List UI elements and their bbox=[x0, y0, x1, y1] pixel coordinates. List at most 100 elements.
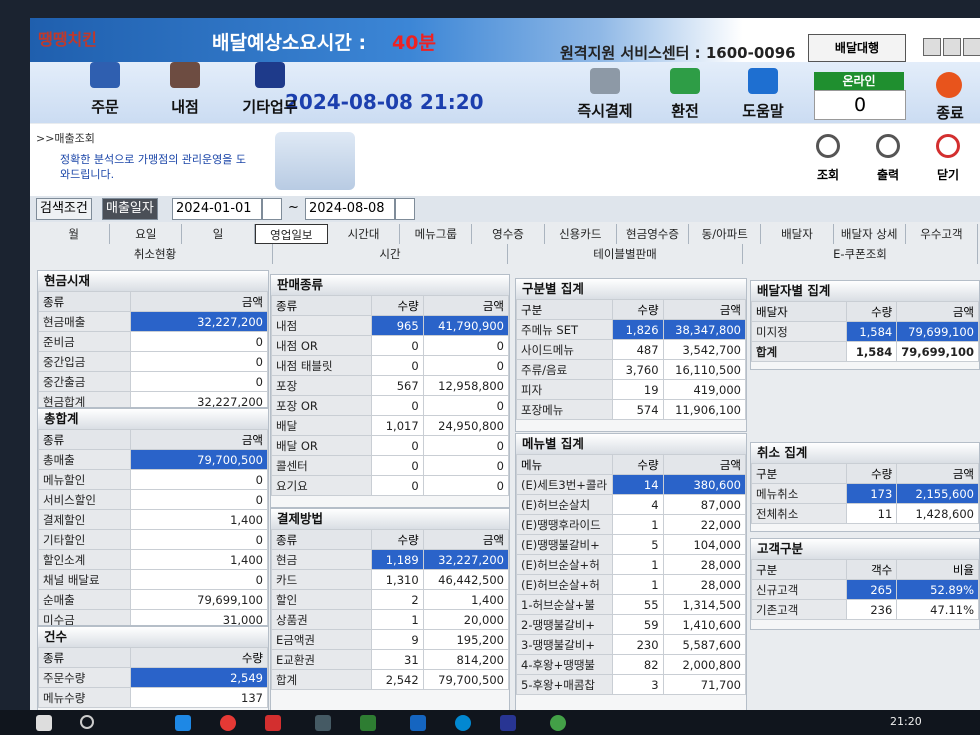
maximize-button[interactable] bbox=[943, 38, 961, 56]
table-row[interactable]: 포장 567 12,958,800 bbox=[271, 375, 509, 396]
table-row[interactable]: 중간출금 0 bbox=[38, 371, 268, 392]
action-button[interactable]: 출력 bbox=[860, 132, 916, 188]
app-blue[interactable] bbox=[410, 715, 426, 731]
table-row[interactable]: 미지정 1,584 79,699,100 bbox=[751, 321, 979, 342]
nav-button[interactable]: 즉시결제 bbox=[560, 66, 650, 122]
table-row[interactable]: 순매출 79,699,100 bbox=[38, 589, 268, 610]
minimize-button[interactable] bbox=[923, 38, 941, 56]
table-row[interactable]: 중간입금 0 bbox=[38, 351, 268, 372]
tab[interactable]: E-쿠폰조회 bbox=[743, 244, 978, 264]
tab[interactable]: 취소현황 bbox=[38, 244, 273, 264]
search-button[interactable] bbox=[80, 715, 94, 729]
tab[interactable]: 신용카드 bbox=[545, 224, 617, 244]
table-row[interactable]: 기존고객 236 47.11% bbox=[751, 599, 979, 620]
tab[interactable]: 일 bbox=[182, 224, 255, 244]
app-globe[interactable] bbox=[455, 715, 471, 731]
app-edge[interactable] bbox=[175, 715, 191, 731]
table-row[interactable]: 콜센터 0 0 bbox=[271, 455, 509, 476]
table-row[interactable]: 내점 OR 0 0 bbox=[271, 335, 509, 356]
table-row[interactable]: 주메뉴 SET 1,826 38,347,800 bbox=[516, 319, 746, 340]
table-row[interactable]: 미수금 31,000 bbox=[38, 609, 268, 625]
table-row[interactable]: 4-후왕+땡땡불 82 2,000,800 bbox=[516, 654, 746, 675]
tab[interactable]: 영업일보 bbox=[254, 224, 328, 244]
table-row[interactable]: 카드 1,310 46,442,500 bbox=[271, 569, 509, 590]
table-row[interactable]: 현금 1,189 32,227,200 bbox=[271, 549, 509, 570]
table-row[interactable]: 사이드메뉴 487 3,542,700 bbox=[516, 339, 746, 360]
action-button[interactable]: 조회 bbox=[800, 132, 856, 188]
tab[interactable]: 메뉴그룹 bbox=[400, 224, 473, 244]
table-row[interactable]: (E)세트3번+콜라 14 380,600 bbox=[516, 474, 746, 495]
app-chrome[interactable] bbox=[220, 715, 236, 731]
tab[interactable]: 우수고객 bbox=[906, 224, 979, 244]
app-chat[interactable] bbox=[550, 715, 566, 731]
table-row[interactable]: E금액권 9 195,200 bbox=[271, 629, 509, 650]
table-row[interactable]: 메뉴수량 137 bbox=[38, 687, 268, 708]
table-row[interactable]: 기타할인 0 bbox=[38, 529, 268, 550]
table-row[interactable]: 상품권 1 20,000 bbox=[271, 609, 509, 630]
table-row[interactable]: (E)허브순살치 4 87,000 bbox=[516, 494, 746, 515]
table-row[interactable]: E교환권 31 814,200 bbox=[271, 649, 509, 670]
table-row[interactable]: 현금매출 32,227,200 bbox=[38, 311, 268, 332]
table-row[interactable]: 내점 태블릿 0 0 bbox=[271, 355, 509, 376]
tab[interactable]: 현금영수증 bbox=[617, 224, 690, 244]
nav-button[interactable]: 기타업무 bbox=[225, 60, 315, 120]
tab[interactable]: 시간 bbox=[273, 244, 508, 264]
table-row[interactable]: 요기요 0 0 bbox=[271, 475, 509, 496]
table-row[interactable]: 3-땡땡불갈비+ 230 5,587,600 bbox=[516, 634, 746, 655]
table-row[interactable]: 배달 1,017 24,950,800 bbox=[271, 415, 509, 436]
table-row[interactable]: 합계 2,542 79,700,500 bbox=[271, 669, 509, 690]
nav-button[interactable]: 주문 bbox=[60, 60, 150, 120]
table-row[interactable]: 결제할인 1,400 bbox=[38, 509, 268, 530]
tab[interactable]: 배달자 상세 bbox=[834, 224, 906, 244]
app-pos[interactable] bbox=[265, 715, 281, 731]
table-row[interactable]: 전체취소 11 1,428,600 bbox=[751, 503, 979, 524]
nav-button[interactable]: 내점 bbox=[140, 60, 230, 120]
table-row[interactable]: 신규고객 265 52.89% bbox=[751, 579, 979, 600]
table-row[interactable]: (E)땡땡후라이드 1 22,000 bbox=[516, 514, 746, 535]
table-row[interactable]: 할인 2 1,400 bbox=[271, 589, 509, 610]
close-button[interactable] bbox=[963, 38, 980, 56]
tab[interactable]: 배달자 bbox=[761, 224, 834, 244]
table-row[interactable]: 준비금 0 bbox=[38, 331, 268, 352]
table-row[interactable]: 합계 1,584 79,699,100 bbox=[751, 341, 979, 362]
app-explorer[interactable] bbox=[315, 715, 331, 731]
table-row[interactable]: (E)땡땡불갈비+ 5 104,000 bbox=[516, 534, 746, 555]
date-to-picker[interactable] bbox=[395, 198, 415, 220]
table-row[interactable]: 배달 OR 0 0 bbox=[271, 435, 509, 456]
table-row[interactable]: 주류/음료 3,760 16,110,500 bbox=[516, 359, 746, 380]
table-row[interactable]: 채널 배달료 0 bbox=[38, 569, 268, 590]
exit-button[interactable]: 종료 bbox=[920, 72, 980, 122]
tab[interactable]: 동/아파트 bbox=[689, 224, 762, 244]
tab[interactable]: 월 bbox=[38, 224, 111, 244]
date-from-picker[interactable] bbox=[262, 198, 282, 220]
tab[interactable]: 영수증 bbox=[472, 224, 545, 244]
action-button[interactable]: 닫기 bbox=[920, 132, 976, 188]
tab[interactable]: 시간대 bbox=[328, 224, 401, 244]
tab[interactable]: 요일 bbox=[110, 224, 183, 244]
table-row[interactable]: 할인소계 1,400 bbox=[38, 549, 268, 570]
table-row[interactable]: 2-땡땡불갈비+ 59 1,410,600 bbox=[516, 614, 746, 635]
nav-button[interactable]: 환전 bbox=[640, 66, 730, 122]
table-row[interactable]: (E)허브순살+허 1 28,000 bbox=[516, 554, 746, 575]
table-row[interactable]: (E)허브순살+허 1 28,000 bbox=[516, 574, 746, 595]
table-row[interactable]: 포장메뉴 574 11,906,100 bbox=[516, 399, 746, 420]
delivery-agent-button[interactable]: 배달대행 bbox=[808, 34, 906, 62]
tab[interactable]: 테이블별판매 bbox=[508, 244, 743, 264]
nav-button[interactable]: 도움말 bbox=[718, 66, 808, 122]
table-row[interactable]: 1-허브순살+불 55 1,314,500 bbox=[516, 594, 746, 615]
table-row[interactable]: 현금합계 32,227,200 bbox=[38, 391, 268, 407]
app-green[interactable] bbox=[360, 715, 376, 731]
date-from[interactable]: 2024-01-01 bbox=[172, 198, 262, 220]
table-row[interactable]: 서비스할인 0 bbox=[38, 489, 268, 510]
start-button[interactable] bbox=[36, 715, 52, 731]
table-row[interactable]: 메뉴취소 173 2,155,600 bbox=[751, 483, 979, 504]
table-row[interactable]: 메뉴할인 0 bbox=[38, 469, 268, 490]
table-row[interactable]: 피자 19 419,000 bbox=[516, 379, 746, 400]
table-row[interactable]: 총매출 79,700,500 bbox=[38, 449, 268, 470]
app-remote[interactable] bbox=[500, 715, 516, 731]
table-row[interactable]: 5-후왕+매콤찹 3 71,700 bbox=[516, 674, 746, 695]
table-row[interactable]: 주문수량 2,549 bbox=[38, 667, 268, 688]
table-row[interactable]: 내점 965 41,790,900 bbox=[271, 315, 509, 336]
table-row[interactable]: 포장 OR 0 0 bbox=[271, 395, 509, 416]
date-to[interactable]: 2024-08-08 bbox=[305, 198, 395, 220]
